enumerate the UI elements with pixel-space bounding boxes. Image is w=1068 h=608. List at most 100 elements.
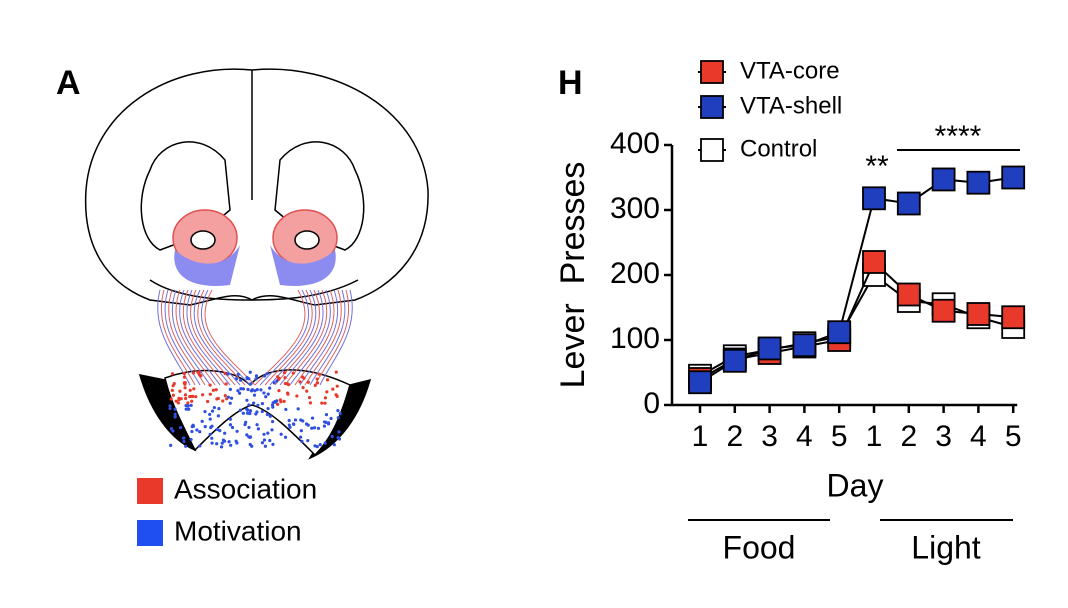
right-motivation-area	[270, 245, 336, 286]
dot	[298, 380, 302, 384]
dot	[299, 418, 303, 422]
dot	[169, 397, 173, 401]
dot	[264, 395, 268, 399]
dot	[184, 403, 188, 408]
dot	[272, 381, 276, 385]
legend-label: Association	[174, 473, 317, 504]
dot	[216, 414, 220, 418]
dot	[210, 409, 215, 413]
dot	[254, 377, 258, 381]
dot	[184, 396, 188, 401]
dot	[174, 399, 178, 403]
fiber	[284, 289, 328, 386]
dot	[248, 409, 253, 413]
dot	[235, 429, 239, 433]
dot	[318, 443, 322, 447]
fiber	[182, 289, 226, 386]
dot	[329, 416, 333, 421]
dot	[293, 418, 298, 422]
dot	[171, 384, 175, 388]
dot	[230, 425, 235, 430]
dot	[299, 435, 303, 439]
fiber	[186, 289, 231, 386]
series-line	[699, 176, 1014, 384]
legend-swatch	[137, 478, 163, 504]
dot	[169, 443, 173, 447]
fiber	[175, 289, 216, 386]
dot	[183, 386, 187, 390]
x-tick-label: 3	[761, 420, 778, 453]
dot	[220, 441, 224, 445]
dot	[171, 393, 175, 397]
dot	[190, 399, 194, 403]
dot	[312, 426, 317, 430]
dot	[188, 395, 192, 399]
marker	[757, 336, 782, 361]
dot	[190, 429, 194, 434]
dot	[219, 445, 224, 449]
dot	[243, 422, 247, 427]
dot	[203, 409, 207, 414]
x-tick-label: 1	[866, 420, 883, 453]
dot	[186, 401, 190, 405]
dot	[250, 444, 254, 448]
dot	[266, 392, 270, 396]
dot	[266, 431, 270, 435]
dot	[228, 423, 233, 427]
marker	[862, 186, 886, 211]
dot	[275, 399, 279, 403]
dot	[310, 426, 314, 430]
legend-label: VTA-core	[740, 57, 840, 84]
fiber	[304, 289, 342, 386]
fiber	[164, 289, 201, 386]
dot	[275, 379, 279, 383]
legend-label: Motivation	[174, 515, 302, 546]
dot	[304, 422, 309, 426]
dot	[313, 383, 317, 387]
dot	[306, 439, 310, 443]
dot	[171, 429, 175, 433]
dot	[206, 399, 210, 404]
dot	[252, 401, 256, 405]
x-tick-label: 5	[1005, 420, 1022, 453]
dot	[279, 432, 283, 436]
marker	[931, 298, 956, 323]
dot	[332, 443, 336, 447]
dot	[247, 425, 251, 430]
dot	[182, 439, 186, 444]
dot	[187, 407, 191, 411]
dot	[325, 390, 329, 394]
dot	[260, 409, 264, 414]
dot	[260, 402, 265, 406]
dot	[255, 388, 259, 392]
dot	[229, 396, 234, 400]
dot	[256, 427, 260, 431]
dot	[331, 387, 335, 391]
dot	[287, 418, 291, 423]
dot	[308, 401, 313, 405]
dot	[337, 430, 341, 434]
dot	[210, 441, 214, 445]
dot	[338, 412, 342, 416]
dot	[181, 436, 186, 440]
dot	[266, 406, 270, 411]
dot	[210, 424, 214, 428]
dot	[182, 371, 186, 376]
dot	[178, 389, 182, 393]
dot	[245, 376, 249, 381]
dot	[262, 438, 267, 442]
dot	[315, 377, 319, 381]
dot	[313, 444, 317, 448]
y-tick-label: 300	[610, 192, 660, 225]
marker	[966, 302, 991, 326]
dot	[334, 393, 338, 397]
fiber	[264, 289, 313, 386]
dot	[256, 403, 260, 407]
dot	[234, 439, 238, 443]
dot	[208, 392, 212, 396]
dot	[192, 387, 196, 391]
x-tick-label: 1	[692, 420, 709, 453]
dot	[334, 370, 338, 374]
dot	[322, 424, 327, 428]
dot	[245, 411, 250, 415]
